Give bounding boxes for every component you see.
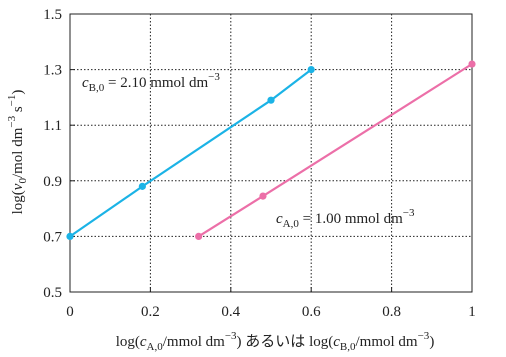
grid (70, 14, 472, 292)
y-tick-label: 1.3 (43, 63, 62, 79)
y-axis-label: log(v0/mol dm−3 s−1) (6, 90, 29, 215)
x-tick-label: 0.2 (141, 304, 160, 320)
x-tick-label: 0.6 (302, 304, 321, 320)
y-tick-label: 0.5 (43, 285, 62, 301)
annotation-series-b: cB,0 = 2.10 mmol dm−3 (82, 71, 220, 94)
data-point (307, 66, 315, 74)
plot-frame (69, 13, 473, 293)
data-point (138, 182, 146, 190)
data-point (259, 192, 267, 200)
x-tick-label: 0.8 (382, 304, 401, 320)
x-tick-label: 0.4 (221, 304, 240, 320)
y-tick-label: 1.1 (43, 118, 62, 134)
y-tick-label: 1.5 (43, 7, 62, 23)
series-line-0 (69, 68, 312, 238)
data-point (195, 232, 203, 240)
x-tick-label: 1 (468, 304, 476, 320)
data-point (267, 96, 275, 104)
data-point (468, 60, 476, 68)
y-tick-label: 0.9 (43, 174, 62, 190)
annotation-series-a: cA,0 = 1.00 mmol dm−3 (276, 207, 415, 230)
x-tick-label: 0 (66, 304, 74, 320)
y-tick-label: 0.7 (43, 229, 62, 245)
x-axis-label: log(cA,0/mmol dm−3) あるいは log(cB,0/mmol d… (116, 330, 435, 353)
data-point (66, 232, 74, 240)
series (66, 60, 476, 240)
axis-ticks: 0 0.2 0.4 0.6 0.8 1 0.5 0.7 0.9 1.1 1.3 1.5 (43, 7, 476, 320)
